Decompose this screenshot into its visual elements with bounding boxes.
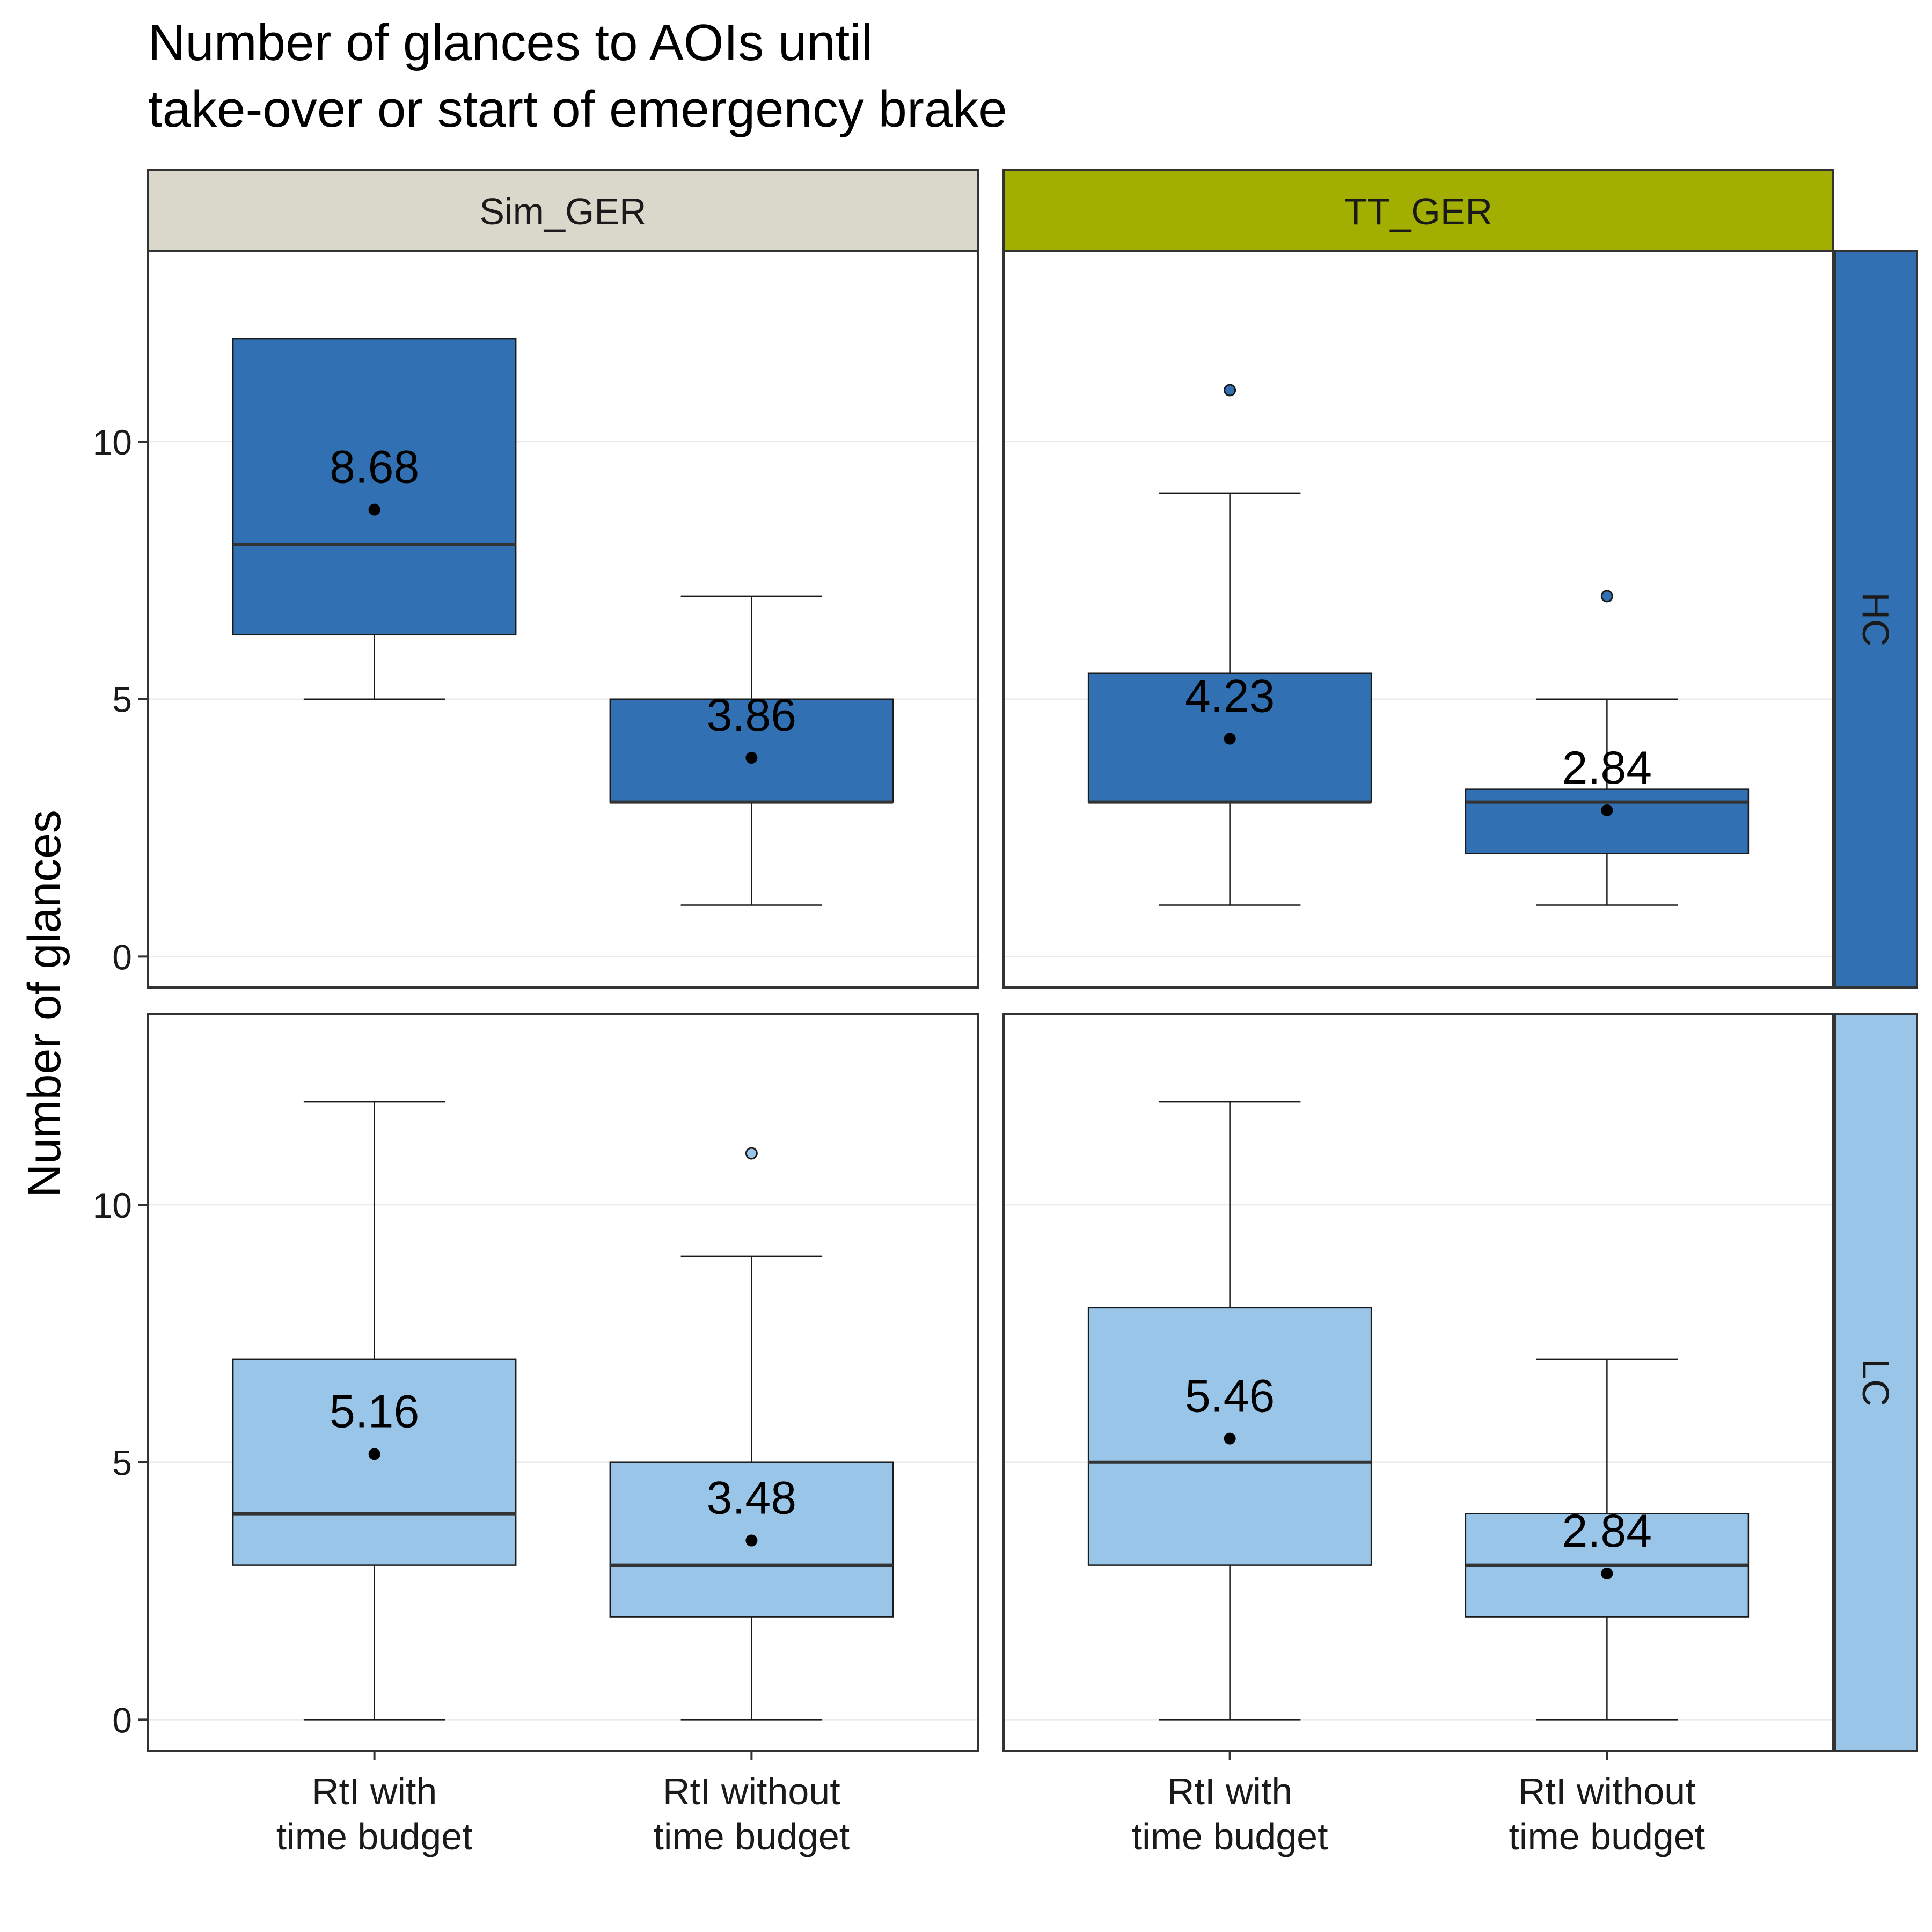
box-rti-without-time-budget: 2.84 xyxy=(1465,590,1750,906)
box-rti-without-time-budget: 3.86 xyxy=(609,595,894,906)
mean-label: 8.68 xyxy=(330,442,419,493)
x-tick-label: RtI without time budget xyxy=(1509,1770,1705,1857)
panel-sim-ger-lc-border xyxy=(147,1013,979,1752)
facet-strip-label-sim-ger: Sim_GER xyxy=(479,191,646,232)
panel-sim-ger-lc: 5.16 3.48 xyxy=(147,1013,979,1752)
x-tick-label-line: time budget xyxy=(1132,1816,1328,1857)
facet-strip-hc xyxy=(1834,250,1918,989)
y-axis-label: Number of glances xyxy=(19,810,70,1197)
mean-point xyxy=(745,752,758,764)
mean-label: 3.86 xyxy=(707,690,796,741)
mean-label: 2.84 xyxy=(1562,1505,1652,1557)
box-rti-with-time-budget: 8.68 xyxy=(232,338,517,700)
x-tick-label-line: time budget xyxy=(276,1816,473,1857)
box-rti-with-time-budget: 5.16 xyxy=(232,1101,517,1721)
facet-strip-sim-ger xyxy=(147,169,979,252)
box-rti-without-time-budget: 3.48 xyxy=(609,1147,894,1721)
x-tick-label-line: RtI without xyxy=(1518,1770,1696,1812)
mean-point xyxy=(1224,733,1236,745)
mean-point xyxy=(368,1448,380,1460)
mean-point xyxy=(745,1534,758,1547)
box-body xyxy=(609,698,894,803)
panel-tt-ger-lc-border xyxy=(1002,1013,1834,1752)
facet-strip-label-hc: HC xyxy=(1855,592,1897,646)
panel-tt-ger-lc: 5.46 2.84 xyxy=(1002,1013,1834,1752)
mean-point xyxy=(1601,1567,1613,1579)
mean-point xyxy=(368,503,380,516)
facet-strip-tt-ger xyxy=(1002,169,1834,252)
mean-point xyxy=(1601,804,1613,816)
mean-label: 4.23 xyxy=(1185,671,1275,722)
facet-strip-label-tt-ger: TT_GER xyxy=(1344,191,1492,232)
chart-title-line-1: Number of glances to AOIs until xyxy=(148,14,873,71)
y-tick-label: 10 xyxy=(93,422,132,462)
mean-point xyxy=(1224,1432,1236,1445)
y-tick-label: 5 xyxy=(112,1443,132,1483)
panel-tt-ger-hc-background xyxy=(1004,251,1833,987)
panel-tt-ger-hc-border xyxy=(1002,250,1834,989)
outlier-point xyxy=(1600,590,1613,603)
box-rti-with-time-budget: 5.46 xyxy=(1087,1101,1372,1721)
mean-label: 2.84 xyxy=(1562,742,1652,794)
x-tick-label-line: RtI with xyxy=(312,1770,437,1812)
outlier-point xyxy=(745,1147,758,1160)
box-body xyxy=(1465,788,1750,854)
box-body xyxy=(232,1358,517,1566)
y-tick-label: 0 xyxy=(112,937,132,977)
box-body xyxy=(232,338,517,636)
panel-sim-ger-hc: 8.68 3.86 xyxy=(147,250,979,989)
x-tick-label: RtI with time budget xyxy=(276,1770,473,1857)
facet-strip-lc xyxy=(1834,1013,1918,1752)
outlier-point xyxy=(1224,384,1236,397)
panel-tt-ger-hc: 4.23 2.84 xyxy=(1002,250,1834,989)
y-tick-label: 5 xyxy=(112,680,132,720)
mean-label: 3.48 xyxy=(707,1473,796,1524)
mean-label: 5.16 xyxy=(330,1386,419,1437)
chart-title-line-2: take-over or start of emergency brake xyxy=(148,80,1007,138)
box-rti-with-time-budget: 4.23 xyxy=(1087,384,1372,906)
x-tick-label-line: time budget xyxy=(653,1816,850,1857)
plot-area: Sim_GER TT_GER HC LC 8.68 3.86 4.23 2.84 5.16 3.4… xyxy=(93,169,1918,1857)
mean-label: 5.46 xyxy=(1185,1371,1275,1422)
panel-sim-ger-hc-border xyxy=(147,250,979,989)
x-tick-label: RtI without time budget xyxy=(653,1770,850,1857)
y-tick-label: 10 xyxy=(93,1185,132,1225)
facet-strip-label-lc: LC xyxy=(1855,1358,1897,1406)
y-tick-label: 0 xyxy=(112,1700,132,1740)
x-tick-label-line: RtI with xyxy=(1167,1770,1292,1812)
x-tick-label-line: time budget xyxy=(1509,1816,1705,1857)
x-tick-label: RtI with time budget xyxy=(1132,1770,1328,1857)
x-tick-label-line: RtI without xyxy=(663,1770,840,1812)
box-rti-without-time-budget: 2.84 xyxy=(1465,1358,1750,1721)
